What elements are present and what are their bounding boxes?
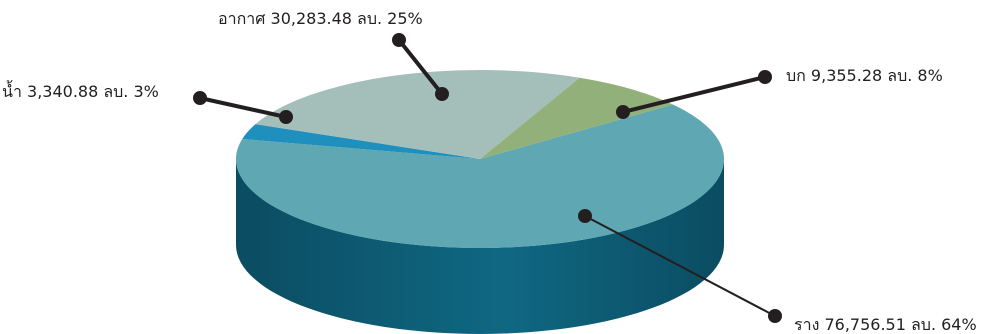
leader-dot-land-inner (616, 105, 630, 119)
leader-line-rail (584, 215, 776, 317)
pie-slices (235, 70, 724, 249)
pie-slice-land (480, 77, 673, 159)
pie-slice-air (255, 70, 580, 159)
leader-lines (193, 33, 782, 323)
leader-dot-land-outer (758, 70, 772, 84)
pie-slice-rail (235, 104, 724, 249)
pie-side-wall (236, 159, 724, 334)
label-water: น้ำ 3,340.88 ลบ. 3% (2, 80, 159, 101)
leader-dot-rail-outer (768, 309, 782, 323)
leader-dot-air-inner (435, 87, 449, 101)
label-rail: ราง 76,756.51 ลบ. 64% (794, 315, 977, 334)
leader-dot-air-outer (392, 33, 406, 47)
leader-line-air (397, 38, 444, 96)
leader-dot-water-inner (279, 110, 293, 124)
leader-dot-rail-inner (578, 209, 592, 223)
label-land: บก 9,355.28 ลบ. 8% (786, 66, 943, 85)
pie-slice-water (242, 124, 480, 159)
leader-dot-water-outer (193, 91, 207, 105)
label-air: อากาศ 30,283.48 ลบ. 25% (218, 9, 423, 28)
leader-line-water (199, 96, 287, 119)
leader-line-land (622, 75, 766, 114)
